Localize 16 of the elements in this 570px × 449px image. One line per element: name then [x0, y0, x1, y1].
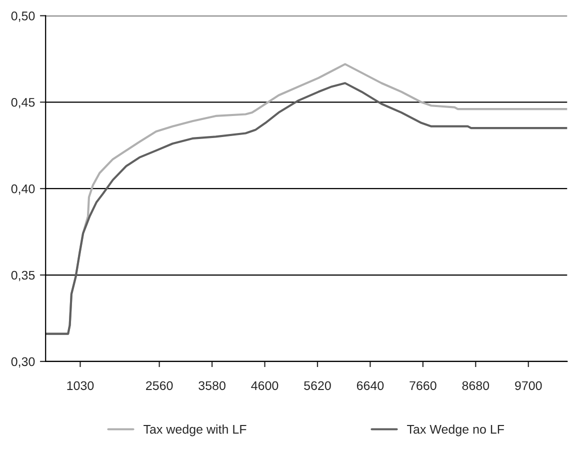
x-tick-label: 9700: [515, 381, 542, 390]
x-tick-label: 2560: [146, 381, 173, 390]
x-tick-label: 8680: [462, 381, 490, 390]
x-tick-label: 4600: [251, 381, 278, 390]
x-tick-label: 6640: [356, 381, 384, 390]
y-tick-label: 0,50: [11, 12, 35, 22]
y-tick-label: 0,30: [11, 357, 35, 368]
x-tick-label: 5620: [304, 381, 331, 390]
x-tick-label: 3580: [198, 381, 226, 390]
y-tick-label: 0,35: [11, 270, 35, 282]
legend-label: Tax wedge with LF: [144, 424, 246, 436]
legend-label: Tax Wedge no LF: [407, 424, 504, 436]
x-tick-label: 1030: [67, 381, 94, 390]
x-tick-label: 7660: [410, 381, 436, 390]
y-tick-label: 0,40: [11, 184, 35, 195]
y-tick-label: 0,45: [11, 98, 35, 108]
